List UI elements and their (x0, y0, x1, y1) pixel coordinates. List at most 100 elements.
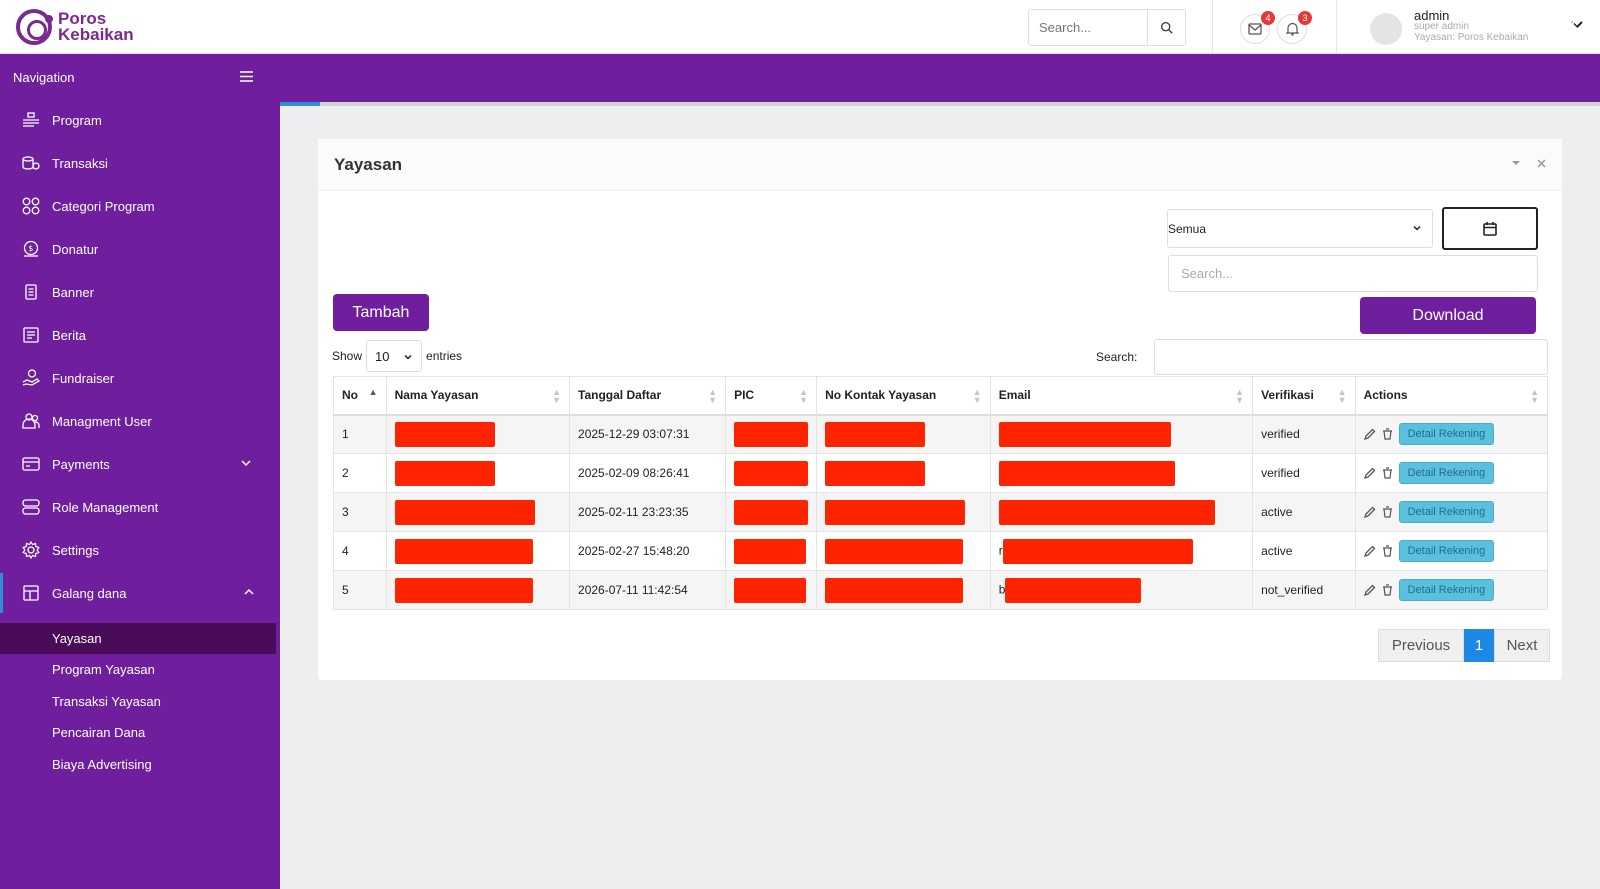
collapse-icon[interactable] (1511, 159, 1521, 167)
download-button[interactable]: Download (1360, 297, 1536, 334)
sidebar-item-berita[interactable]: Berita (0, 315, 280, 355)
close-icon[interactable] (1537, 159, 1546, 168)
sort-icon: ▲ ▼ (972, 387, 982, 405)
table-row: 2 2025-02-09 08:26:41 verified Detail Re… (333, 453, 1549, 493)
cell-verifikasi: verified (1252, 414, 1356, 454)
sidebar-item-donatur[interactable]: $ Donatur (0, 229, 280, 269)
email-prefix: b (998, 582, 1006, 597)
cell-no: 4 (333, 531, 387, 571)
status-filter-select[interactable]: Semua (1167, 209, 1433, 248)
delete-icon[interactable] (1382, 584, 1393, 596)
progress-bar (280, 102, 1600, 106)
settings-icon (22, 541, 40, 559)
sidebar-item-role-management[interactable]: Role Management (0, 487, 280, 527)
chevron-left-icon[interactable] (1568, 16, 1582, 32)
user-role: super admin (1414, 21, 1470, 32)
column-header[interactable]: Nama Yayasan ▲ ▼ (385, 376, 571, 416)
cell-no: 2 (333, 453, 387, 493)
column-header[interactable]: PIC ▲ ▼ (725, 376, 818, 416)
user-info[interactable]: admin super admin Yayasan: Poros Kebaika… (1414, 9, 1528, 43)
column-header[interactable]: No Kontak Yayasan ▲ ▼ (816, 376, 991, 416)
sidebar-item-payments[interactable]: Payments (0, 444, 280, 484)
column-label: PIC (734, 388, 755, 403)
progress-bar-fill (280, 102, 320, 106)
cell-tanggal: 2025-02-09 08:26:41 (569, 453, 727, 493)
cell-kontak-redacted (816, 414, 991, 454)
detail-rekening-button[interactable]: Detail Rekening (1398, 579, 1495, 601)
sidebar-subitem-yayasan[interactable]: Yayasan (0, 623, 276, 654)
cell-actions: Detail Rekening (1354, 531, 1549, 571)
table-search-label: Search: (1096, 350, 1138, 364)
mail-button[interactable]: 4 (1240, 11, 1275, 44)
sidebar-item-program[interactable]: Program (0, 100, 280, 140)
date-picker-button[interactable] (1442, 207, 1538, 250)
column-header[interactable]: Tanggal Daftar ▲ ▼ (569, 376, 727, 416)
logo-mark-icon (16, 9, 53, 45)
sidebar-item-label: Donatur (52, 241, 99, 257)
category-icon (22, 197, 40, 215)
sort-icon: ▲ (368, 387, 378, 397)
delete-icon[interactable] (1382, 467, 1393, 479)
cell-actions: Detail Rekening (1354, 492, 1549, 532)
detail-rekening-button[interactable]: Detail Rekening (1398, 501, 1495, 523)
column-header[interactable]: Verifikasi ▲ ▼ (1252, 376, 1356, 416)
sidebar-item-fundraiser[interactable]: Fundraiser (0, 358, 280, 398)
sidebar-item-label: Banner (52, 284, 94, 300)
sidebar-item-galang-dana[interactable]: Galang dana (0, 573, 280, 613)
edit-icon[interactable] (1363, 506, 1376, 518)
cell-actions: Detail Rekening (1354, 453, 1549, 493)
add-button[interactable]: Tambah (333, 294, 429, 331)
cell-tanggal: 2025-12-29 03:07:31 (569, 414, 727, 454)
menu-icon[interactable] (240, 71, 253, 82)
edit-icon[interactable] (1363, 428, 1376, 441)
cell-email-redacted: r (989, 531, 1254, 571)
sort-icon: ▲ ▼ (1337, 387, 1347, 405)
column-header[interactable]: Actions ▲ ▼ (1354, 376, 1549, 416)
content-header-bar (280, 54, 1600, 102)
column-header[interactable]: Email ▲ ▼ (989, 376, 1254, 416)
sidebar-item-banner[interactable]: Banner (0, 272, 280, 312)
edit-icon[interactable] (1363, 545, 1376, 557)
logo[interactable]: Poros Kebaikan (16, 9, 134, 45)
top-search-button[interactable] (1147, 10, 1185, 45)
detail-rekening-button[interactable]: Detail Rekening (1398, 462, 1495, 484)
cell-tanggal: 2025-02-27 15:48:20 (569, 531, 727, 571)
edit-icon[interactable] (1363, 467, 1376, 479)
notification-button[interactable]: 3 (1277, 11, 1312, 44)
column-header[interactable]: No ▲ (333, 376, 387, 416)
cell-email-redacted (989, 453, 1254, 493)
detail-rekening-button[interactable]: Detail Rekening (1398, 540, 1495, 562)
table-search-input[interactable] (1154, 339, 1548, 375)
pagination-next[interactable]: Next (1494, 629, 1550, 662)
cell-actions: Detail Rekening (1354, 414, 1549, 454)
calendar-icon (1483, 221, 1497, 236)
card-tools (1511, 159, 1546, 168)
delete-icon[interactable] (1382, 506, 1393, 518)
sidebar-subitem-biaya-advertising[interactable]: Biaya Advertising (0, 749, 276, 780)
detail-rekening-button[interactable]: Detail Rekening (1398, 423, 1495, 446)
entries-select[interactable]: 10 (366, 340, 423, 372)
sidebar-item-categori-program[interactable]: Categori Program (0, 186, 280, 226)
cell-verifikasi: active (1252, 492, 1356, 532)
top-search-input[interactable] (1029, 10, 1147, 45)
cell-nama-redacted (385, 453, 571, 493)
sidebar-subitem-pencairan-dana[interactable]: Pencairan Dana (0, 717, 276, 748)
sidebar-subitem-program-yayasan[interactable]: Program Yayasan (0, 654, 276, 685)
edit-icon[interactable] (1363, 584, 1376, 596)
sidebar-item-transaksi[interactable]: Transaksi (0, 143, 280, 183)
sort-icon: ▲ ▼ (1530, 387, 1539, 405)
sidebar-item-managment-user[interactable]: Managment User (0, 401, 280, 441)
pagination-previous[interactable]: Previous (1378, 629, 1464, 662)
divider (1336, 0, 1337, 54)
card-title: Yayasan (334, 155, 403, 174)
filter-search-input[interactable]: Search... (1168, 255, 1538, 292)
delete-icon[interactable] (1382, 428, 1393, 440)
column-label: Email (998, 388, 1031, 403)
sidebar-item-settings[interactable]: Settings (0, 530, 280, 570)
sidebar-subitem-transaksi-yayasan[interactable]: Transaksi Yayasan (0, 686, 276, 717)
top-search (1028, 9, 1186, 46)
cell-actions: Detail Rekening (1354, 570, 1549, 610)
delete-icon[interactable] (1382, 545, 1393, 557)
avatar[interactable] (1370, 13, 1402, 45)
pagination-page[interactable]: 1 (1464, 629, 1494, 662)
